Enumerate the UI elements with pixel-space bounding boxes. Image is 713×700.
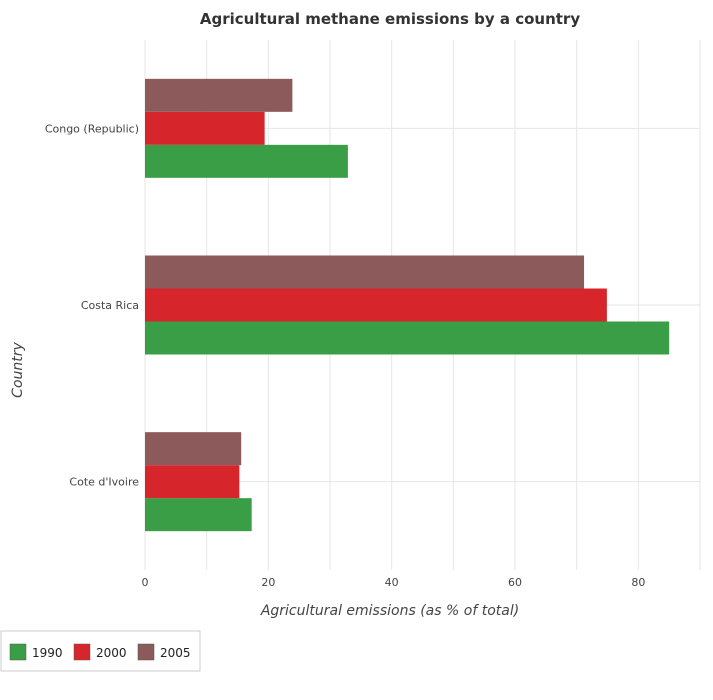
legend-swatch-2005 <box>137 643 155 661</box>
legend-label-1990: 1990 <box>32 646 63 660</box>
chart-title: Agricultural methane emissions by a coun… <box>200 10 580 28</box>
y-tick-label: Congo (Republic) <box>45 122 139 135</box>
legend-label-2000: 2000 <box>96 646 127 660</box>
bar-2005 <box>145 255 585 289</box>
axes: Congo (Republic) Costa Rica Cote d'Ivoire 0… <box>45 122 646 589</box>
x-tick-label: 40 <box>385 576 399 589</box>
bar-2005 <box>145 78 293 112</box>
legend-swatch-2000 <box>73 643 91 661</box>
y-tick-label: Cote d'Ivoire <box>69 476 139 489</box>
bar-2005 <box>145 432 242 466</box>
bar-1990 <box>145 321 670 355</box>
legend-label-2005: 2005 <box>160 646 191 660</box>
bar-2000 <box>145 288 607 322</box>
bar-1990 <box>145 144 348 178</box>
x-tick-label: 80 <box>631 576 645 589</box>
x-tick-label: 0 <box>142 576 149 589</box>
legend-swatch-1990 <box>9 643 27 661</box>
y-tick-label: Costa Rica <box>81 299 139 312</box>
bar-2000 <box>145 111 265 145</box>
x-axis-label: Agricultural emissions (as % of total) <box>260 603 519 619</box>
bar-1990 <box>145 498 252 532</box>
y-axis-label: Country <box>10 341 26 397</box>
bar-2000 <box>145 465 240 499</box>
x-tick-label: 60 <box>508 576 522 589</box>
legend-box <box>0 630 201 672</box>
legend: 1990 2000 2005 <box>0 630 201 672</box>
bars <box>145 78 670 532</box>
x-tick-label: 20 <box>261 576 275 589</box>
